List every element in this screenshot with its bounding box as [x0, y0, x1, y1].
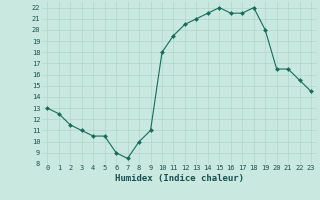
X-axis label: Humidex (Indice chaleur): Humidex (Indice chaleur) — [115, 174, 244, 183]
